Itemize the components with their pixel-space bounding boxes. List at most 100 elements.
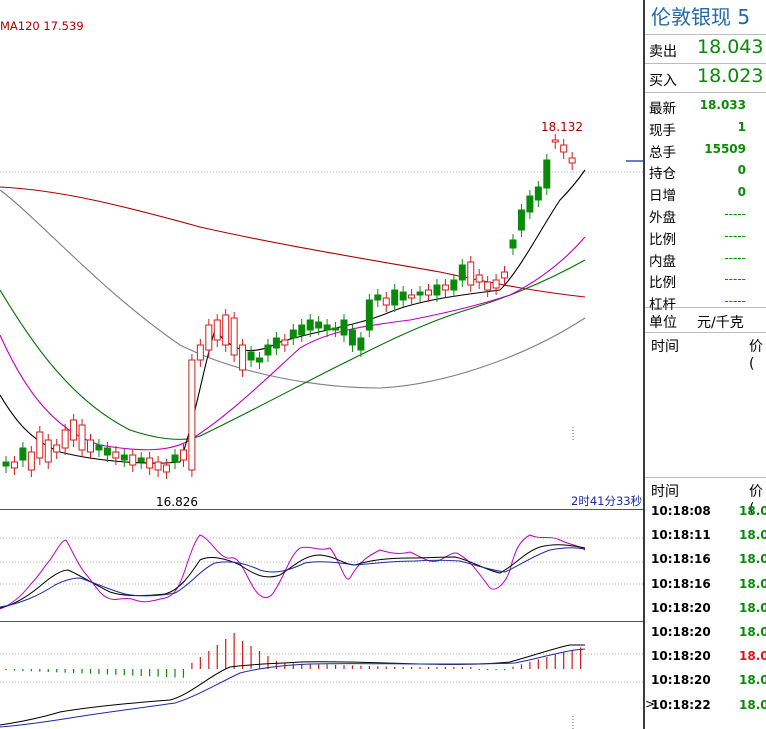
candle-body [27, 451, 35, 471]
high-price-label: 18.132 [541, 120, 583, 134]
candle-body [272, 337, 280, 349]
candle-body [196, 344, 204, 361]
candle-body [467, 261, 475, 286]
candle-body [171, 454, 179, 463]
candle-body [129, 454, 137, 466]
candle-body [365, 299, 373, 331]
kline-chart[interactable]: MA120 17.539 18.132 16.826 2时41分33秒 [0, 0, 643, 729]
candle-body [44, 439, 52, 463]
candle-body [560, 144, 568, 153]
stat-row: 持仓 0 [645, 160, 766, 182]
candle-body [112, 451, 120, 459]
instrument-name: 伦敦银现 [651, 5, 731, 29]
stat-value: ----- [724, 250, 746, 265]
candle-body [163, 464, 171, 473]
tick-price: 18.04 [739, 649, 766, 664]
candle-body [256, 357, 263, 363]
buy-value: 18.023 [697, 65, 764, 87]
candle-body [103, 447, 111, 456]
stat-value: 0 [737, 185, 746, 200]
candle-body [230, 317, 238, 356]
header-price: 价( [749, 339, 763, 372]
macd-line-dif [0, 644, 585, 726]
candle-body [36, 431, 44, 459]
ma10-line [0, 236, 586, 451]
tick-row: 10:18:20 18.03 [645, 597, 766, 621]
candle-body [501, 271, 509, 279]
candle-body [408, 294, 416, 299]
tick-time: 10:18:08 [651, 504, 711, 518]
candle-body [433, 284, 441, 296]
candle-body [551, 139, 559, 143]
candle-body [425, 289, 432, 296]
tick-price: 18.03 [739, 576, 766, 591]
candle-body [247, 351, 255, 361]
candle-body [323, 324, 331, 331]
candle-body [2, 461, 10, 467]
candle-body [179, 449, 187, 461]
kdj-d-line [0, 547, 586, 608]
tick-row: 10:18:20 18.03 [645, 621, 766, 645]
ma5-line [0, 169, 586, 464]
candle-body [568, 157, 576, 164]
candle-body [222, 314, 230, 346]
kdj-j-line [0, 534, 586, 610]
tick-row: 10:18:20 18.04 [645, 645, 766, 669]
macd-line-dea [0, 648, 586, 728]
stat-row: 杠杆 ----- [645, 291, 766, 313]
candle-body [137, 457, 145, 463]
candle-body [87, 439, 94, 453]
stat-value: ----- [724, 228, 746, 243]
candle-body [188, 359, 196, 471]
stat-label: 外盘 [649, 209, 676, 226]
stat-value: ----- [724, 272, 746, 287]
stat-value: 18.033 [699, 98, 746, 112]
tick-price: 18.03 [739, 504, 766, 518]
kdj-k-line [0, 544, 586, 609]
header-time: 时间 [651, 339, 679, 355]
candle-body [70, 419, 78, 441]
tick-time: 10:18:16 [651, 576, 711, 591]
candle-body [289, 329, 297, 339]
tick-row: 10:18:22 18.03 > [645, 694, 766, 718]
stat-label: 总手 [649, 144, 676, 161]
candle-body [264, 344, 272, 356]
sell-quote: 卖出 18.043 [645, 35, 766, 64]
stat-row: 比例 ----- [645, 226, 766, 248]
tick-price: 18.03 [739, 697, 766, 712]
candle-body [146, 457, 154, 469]
stat-row: 总手 15509 [645, 139, 766, 161]
tick-row: 10:18:16 18.03 [645, 573, 766, 597]
stat-label: 杠杆 [649, 297, 676, 314]
candle-body [205, 324, 213, 351]
ma60-line [0, 189, 586, 389]
instrument-title[interactable]: 伦敦银现 5 [645, 0, 766, 35]
candle-body [475, 274, 483, 283]
candle-body [357, 337, 365, 351]
candle-body [239, 344, 247, 371]
ticks-empty-area [645, 355, 766, 478]
current-marker: > [645, 696, 656, 711]
candle-body [534, 186, 542, 201]
ma120-line [0, 186, 586, 298]
candle-body [281, 339, 289, 346]
candle-body [374, 294, 382, 301]
stat-value: 1 [737, 119, 746, 134]
stat-value: ----- [724, 294, 746, 309]
ma120-label: MA120 17.539 [0, 19, 84, 33]
ticks-header-top: 时间 价( [645, 333, 766, 372]
unit-label: 单位 [649, 315, 677, 331]
tick-price: 18.03 [739, 600, 766, 615]
header-price: 价( [749, 484, 763, 517]
candle-body [306, 319, 314, 331]
stat-row: 外盘 ----- [645, 204, 766, 226]
tick-price: 18.03 [739, 624, 766, 639]
candle-body [509, 239, 517, 249]
tick-row: 10:18:08 18.03 [645, 500, 766, 524]
sell-value: 18.043 [697, 36, 764, 58]
unit-row: 单位 元/千克 [645, 308, 766, 333]
tick-time: 10:18:11 [651, 528, 711, 543]
candle-body [484, 281, 492, 291]
candle-body [332, 327, 340, 331]
stats-list: 最新 18.033 现手 1 总手 15509 持仓 0 日增 0 外盘 ----- 比例 ----- 内盘… [645, 93, 766, 313]
